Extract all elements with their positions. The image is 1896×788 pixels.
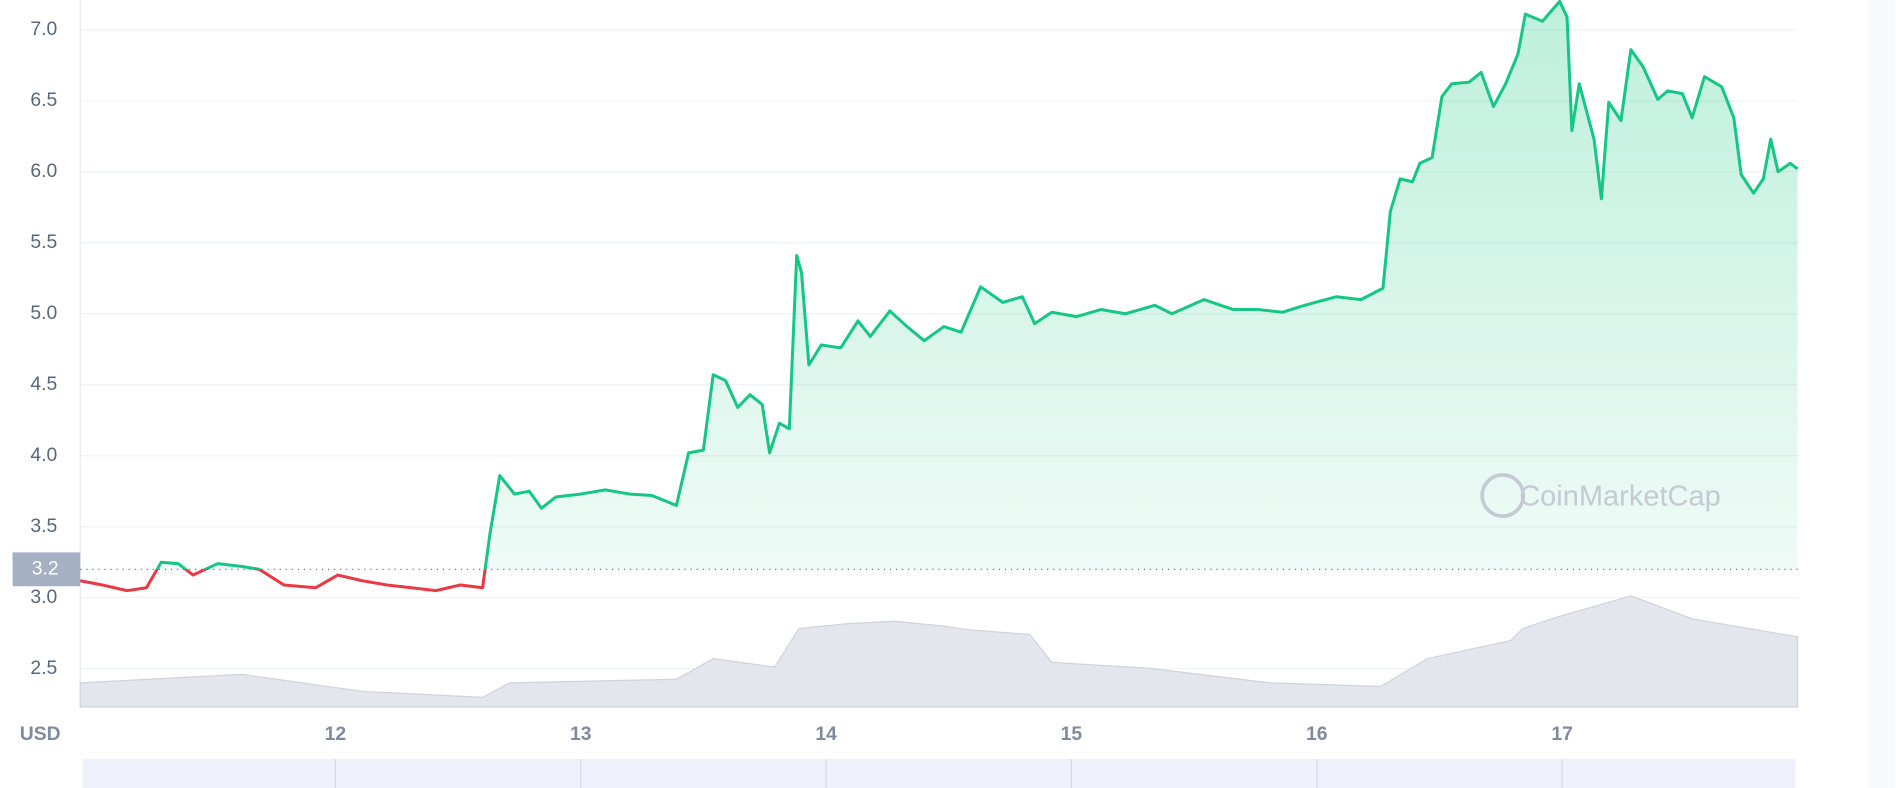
x-tick-label: 12 (325, 724, 347, 745)
y-tick-label: 3.0 (30, 587, 57, 608)
reference-label: 3.2 (32, 558, 59, 579)
y-tick-label: 7.0 (30, 19, 57, 40)
x-tick-label: 14 (815, 724, 837, 745)
y-tick-label: 4.0 (30, 445, 57, 466)
y-tick-label: 2.5 (30, 658, 57, 679)
navigator[interactable] (82, 758, 1796, 788)
x-tick-label: 17 (1551, 724, 1572, 745)
volume-area (79, 595, 1799, 708)
y-tick-label: 4.5 (30, 374, 57, 395)
reference-badge (12, 552, 81, 587)
currency-label: USD (20, 724, 61, 745)
x-tick-label: 13 (570, 724, 592, 745)
side-panel (1867, 0, 1896, 788)
y-tick-label: 6.0 (30, 161, 57, 182)
watermark-logo (1480, 473, 1526, 518)
watermark: CoinMarketCap (1519, 481, 1720, 513)
price-line (79, 0, 1799, 593)
y-tick-label: 5.5 (30, 232, 57, 253)
price-area (157, 1, 1798, 570)
y-tick-label: 5.0 (30, 303, 57, 324)
y-tick-label: 6.5 (30, 90, 57, 111)
x-tick-label: 16 (1306, 724, 1328, 745)
y-tick-label: 3.5 (30, 516, 57, 537)
x-tick-label: 15 (1061, 724, 1083, 745)
